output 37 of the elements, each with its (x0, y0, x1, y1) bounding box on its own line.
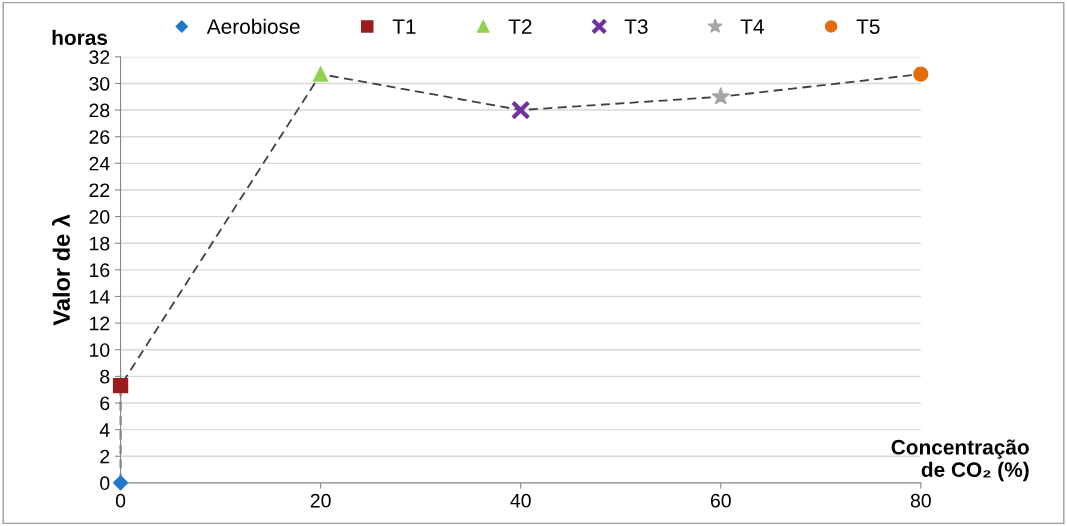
legend-label: Aerobiose (206, 18, 300, 34)
point (112, 378, 129, 394)
y-tick-label: 2 (100, 449, 110, 464)
point (312, 66, 329, 82)
legend-label: T3 (624, 19, 648, 34)
y-tick-label: 8 (100, 369, 110, 384)
y-tick-label: 28 (89, 103, 110, 118)
x-tick-label: 80 (910, 493, 931, 508)
y-tick-label: 16 (90, 263, 110, 278)
y-tick-label: 10 (90, 343, 110, 357)
y-tick-label: 20 (89, 210, 110, 224)
y-tick-label: 6 (100, 396, 110, 411)
y-axis-title: Valor de λ (52, 214, 70, 326)
point (913, 66, 929, 82)
x-tick-label: 60 (710, 493, 731, 508)
point (711, 87, 731, 105)
x-tick-label: 20 (310, 493, 331, 508)
y-tick-label: 24 (89, 156, 110, 171)
x-tick-label: 0 (115, 493, 126, 508)
y-tick-label: 32 (89, 50, 110, 65)
y-tick-label: 18 (90, 236, 110, 251)
y-tick-label: 30 (89, 76, 110, 91)
legend-label: T1 (392, 19, 416, 34)
y-tick-label: 0 (100, 476, 110, 491)
legend-label: T5 (856, 19, 880, 34)
y-tick-label: 12 (90, 316, 110, 331)
x-tick-label: 40 (510, 493, 531, 508)
y-tick-label: 22 (89, 183, 110, 197)
point (113, 475, 129, 491)
point (510, 100, 531, 120)
y-tick-label: 4 (99, 423, 110, 437)
x-axis-title: Concentração de CO₂ (%) (891, 439, 1029, 482)
legend-label: T4 (740, 19, 764, 34)
y-tick-label: 26 (89, 130, 110, 144)
y-tick-label: 14 (90, 290, 110, 304)
text: horas (52, 29, 108, 46)
legend-label: T2 (508, 19, 532, 34)
